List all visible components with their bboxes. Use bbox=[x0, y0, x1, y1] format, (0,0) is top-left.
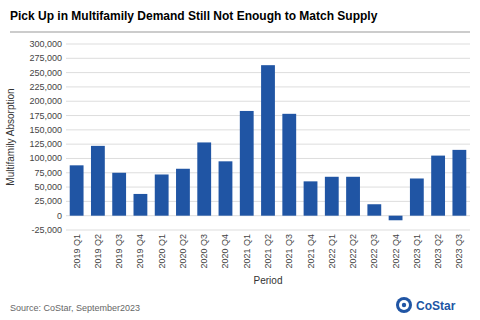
grid-line bbox=[66, 58, 470, 59]
grid bbox=[66, 44, 470, 230]
bar bbox=[219, 161, 233, 215]
logo-ring bbox=[396, 297, 412, 313]
bar bbox=[134, 194, 148, 216]
x-tick-label: 2021 Q2 bbox=[263, 234, 273, 269]
x-tick-label: 2023 Q2 bbox=[433, 234, 443, 269]
bar bbox=[261, 65, 275, 216]
x-tick-label: 2020 Q4 bbox=[220, 234, 230, 269]
x-tick-label: 2021 Q4 bbox=[306, 234, 316, 269]
bar bbox=[155, 174, 169, 215]
y-tick-label: 125,000 bbox=[29, 139, 62, 149]
bar bbox=[304, 181, 318, 215]
y-tick-label: 200,000 bbox=[29, 96, 62, 106]
bar bbox=[112, 173, 126, 216]
chart: Pick Up in Multifamily Demand Still Not … bbox=[0, 0, 480, 320]
x-tick-label: 2022 Q3 bbox=[369, 234, 379, 269]
x-tick-label: 2019 Q4 bbox=[135, 234, 145, 269]
logo-dot bbox=[402, 303, 406, 307]
bar bbox=[197, 142, 211, 215]
grid-line bbox=[66, 44, 470, 45]
title: Pick Up in Multifamily Demand Still Not … bbox=[10, 9, 378, 23]
bar bbox=[452, 150, 466, 216]
x-tick-label: 2022 Q2 bbox=[348, 234, 358, 269]
x-tick-label: 2020 Q1 bbox=[157, 234, 167, 269]
y-tick-label: 275,000 bbox=[29, 53, 62, 63]
y-tick-label: -25,000 bbox=[31, 225, 62, 235]
y-tick-label: 25,000 bbox=[34, 196, 62, 206]
x-axis: 2019 Q1 2019 Q2 2019 Q3 2019 Q4 2020 Q1 2020 … bbox=[72, 234, 465, 269]
x-axis-label: Period bbox=[254, 275, 283, 286]
bar bbox=[346, 177, 360, 216]
y-tick-label: 100,000 bbox=[29, 153, 62, 163]
y-axis-label: Multifamily Absorption bbox=[5, 88, 16, 185]
bar bbox=[176, 169, 190, 216]
x-tick-label: 2020 Q2 bbox=[178, 234, 188, 269]
bar bbox=[325, 177, 339, 216]
y-axis: -25,000 0 25,000 50,000 75,000 100,000 125,000… bbox=[29, 39, 62, 235]
bar bbox=[431, 156, 445, 216]
logo-inner bbox=[399, 300, 409, 310]
x-tick-label: 2019 Q1 bbox=[72, 234, 82, 269]
x-tick-label: 2022 Q1 bbox=[327, 234, 337, 269]
x-tick-label: 2021 Q1 bbox=[242, 234, 252, 269]
bars bbox=[70, 65, 467, 220]
bar bbox=[70, 165, 84, 215]
y-tick-label: 50,000 bbox=[34, 182, 62, 192]
source: Source: CoStar, September2023 bbox=[10, 303, 140, 313]
x-tick-label: 2020 Q3 bbox=[199, 234, 209, 269]
x-tick-label: 2019 Q2 bbox=[93, 234, 103, 269]
x-tick-label: 2021 Q3 bbox=[284, 234, 294, 269]
y-tick-label: 250,000 bbox=[29, 68, 62, 78]
x-tick-label: 2019 Q3 bbox=[114, 234, 124, 269]
x-tick-label: 2023 Q3 bbox=[454, 234, 464, 269]
logo-text: CoStar bbox=[416, 299, 456, 313]
y-tick-label: 0 bbox=[57, 211, 62, 221]
bar bbox=[282, 114, 296, 216]
y-tick-label: 175,000 bbox=[29, 111, 62, 121]
title-separator bbox=[10, 32, 470, 33]
y-tick-label: 75,000 bbox=[34, 168, 62, 178]
bar bbox=[367, 204, 381, 215]
bar bbox=[410, 178, 424, 215]
y-tick-label: 150,000 bbox=[29, 125, 62, 135]
bar bbox=[389, 216, 403, 221]
y-tick-label: 300,000 bbox=[29, 39, 62, 49]
x-tick-label: 2022 Q4 bbox=[391, 234, 401, 269]
logo: CoStar bbox=[396, 297, 456, 313]
grid-line bbox=[66, 230, 470, 231]
bar bbox=[91, 146, 105, 216]
x-tick-label: 2023 Q1 bbox=[412, 234, 422, 269]
y-tick-label: 225,000 bbox=[29, 82, 62, 92]
bar bbox=[240, 111, 254, 216]
